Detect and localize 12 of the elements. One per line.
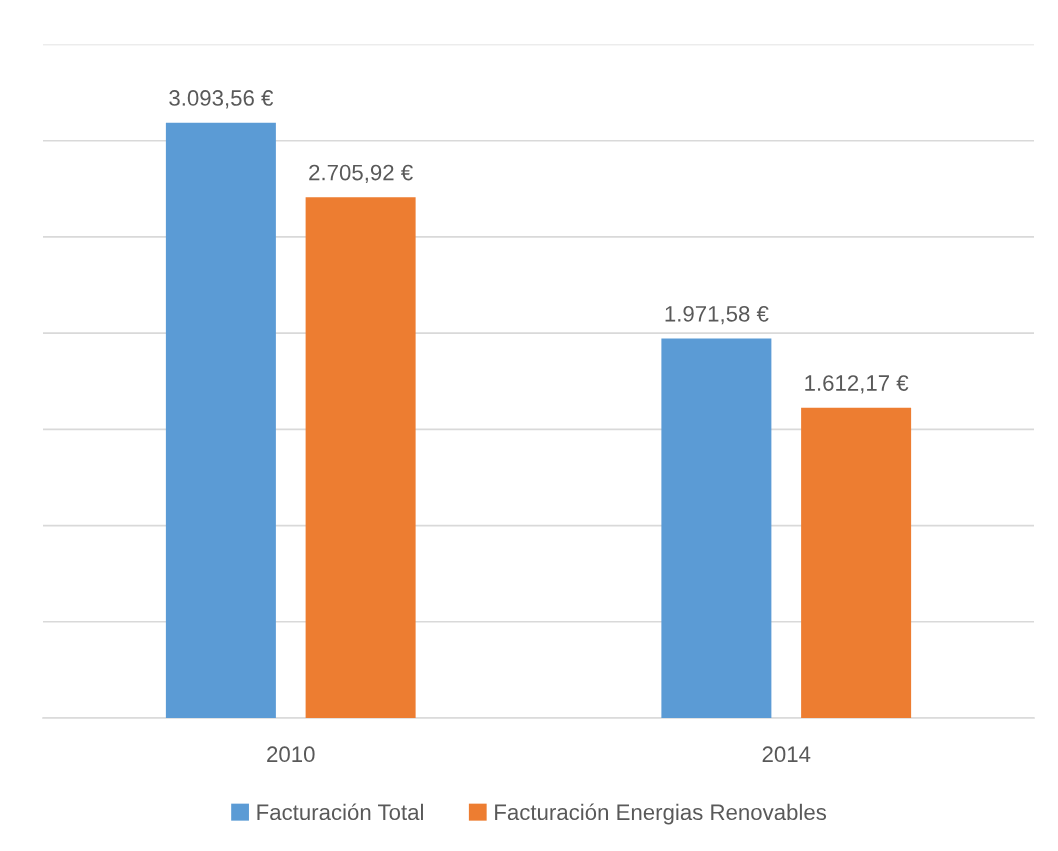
x-tick-label: 2014 — [762, 746, 811, 763]
bar — [801, 407, 912, 718]
data-label: 1.612,17 € — [805, 375, 909, 394]
data-label: 2.705,92 € — [309, 164, 413, 184]
x-tick-label: 2010 — [267, 746, 315, 763]
bar — [305, 197, 416, 718]
data-label: 3.093,56 € — [169, 90, 274, 109]
legend-label: Facturación Total — [257, 803, 423, 821]
legend-label: Facturación Energias Renovables — [495, 803, 827, 825]
bar — [661, 338, 772, 718]
bar — [165, 122, 276, 718]
data-label: 1.971,58 € — [665, 305, 769, 325]
